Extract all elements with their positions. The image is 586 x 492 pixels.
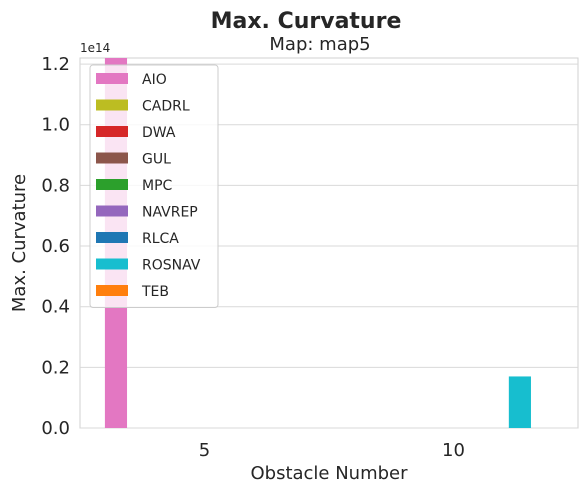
y-tick-label: 0.8 <box>41 175 70 196</box>
x-tick-label: 10 <box>442 440 465 461</box>
legend-label-mpc: MPC <box>142 178 173 194</box>
legend-label-gul: GUL <box>142 152 171 168</box>
legend-label-cadrl: CADRL <box>142 99 190 115</box>
legend-swatch-mpc <box>96 179 128 190</box>
bar-rosnav-10 <box>508 376 531 428</box>
legend-label-teb: TEB <box>141 284 169 300</box>
legend-label-dwa: DWA <box>142 125 176 141</box>
legend-label-rosnav: ROSNAV <box>142 258 201 274</box>
legend-label-aio: AIO <box>142 72 167 88</box>
y-tick-label: 1.2 <box>41 54 70 75</box>
legend-swatch-aio <box>96 73 128 84</box>
legend-swatch-gul <box>96 152 128 164</box>
legend-swatch-cadrl <box>96 99 128 111</box>
legend-swatch-rlca <box>96 232 128 243</box>
x-ticks: 5 10 <box>199 440 465 461</box>
x-axis-label: Obstacle Number <box>250 463 408 484</box>
y-tick-label: 0.2 <box>41 357 70 378</box>
legend-swatch-dwa <box>96 126 128 137</box>
legend-swatch-teb <box>96 285 128 296</box>
y-tick-label: 0.4 <box>41 297 70 318</box>
y-ticks: 0.0 0.2 0.4 0.6 0.8 1.0 1.2 <box>41 54 70 439</box>
x-tick-label: 5 <box>199 440 210 461</box>
chart-title: Max. Curvature <box>211 9 402 34</box>
y-axis-label: Max. Curvature <box>9 174 30 312</box>
y-tick-label: 0.0 <box>41 418 70 439</box>
y-offset-label: 1e14 <box>80 41 110 55</box>
legend-swatch-rosnav <box>96 258 128 270</box>
legend-swatch-navrep <box>96 205 128 217</box>
legend: AIO CADRL DWA GUL MPC NAVREP RLCA ROSNAV TEB <box>89 64 219 308</box>
y-tick-label: 0.6 <box>41 236 70 257</box>
legend-label-navrep: NAVREP <box>142 205 198 221</box>
legend-box <box>89 64 219 308</box>
chart-subtitle: Map: map5 <box>269 34 370 55</box>
legend-label-rlca: RLCA <box>142 231 179 247</box>
y-tick-label: 1.0 <box>41 115 70 136</box>
